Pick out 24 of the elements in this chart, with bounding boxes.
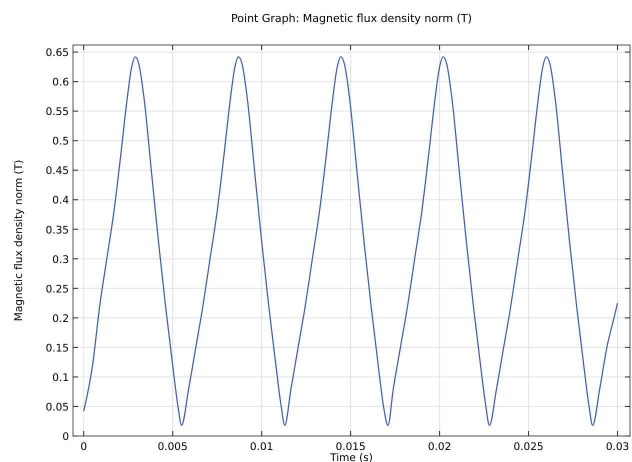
y-tick-label: 0.35 bbox=[46, 224, 69, 236]
y-tick-label: 0.05 bbox=[46, 401, 69, 414]
y-tick-label: 0.25 bbox=[46, 283, 69, 296]
y-tick-label: 0.55 bbox=[46, 106, 69, 118]
y-tick-label: 0.4 bbox=[52, 194, 70, 207]
chart-title: Point Graph: Magnetic flux density norm (T) bbox=[231, 12, 472, 25]
y-tick-label: 0.65 bbox=[46, 47, 69, 60]
x-tick-label: 0 bbox=[80, 441, 88, 453]
x-tick-label: 0.01 bbox=[250, 441, 274, 453]
y-tick-label: 0.2 bbox=[52, 312, 69, 325]
y-tick-label: 0.1 bbox=[52, 372, 69, 384]
y-tick-label: 0.15 bbox=[46, 342, 69, 354]
y-tick-label: 0.5 bbox=[52, 136, 69, 148]
y-tick-label: 0.45 bbox=[46, 165, 69, 178]
x-tick-label: 0.02 bbox=[428, 441, 452, 453]
x-tick-label: 0.03 bbox=[606, 441, 630, 453]
x-tick-label: 0.015 bbox=[336, 441, 366, 453]
line-series bbox=[83, 56, 618, 426]
y-tick-label: 0.3 bbox=[52, 254, 69, 266]
y-tick-label: 0 bbox=[62, 431, 69, 443]
x-tick-label: 0.025 bbox=[514, 441, 544, 453]
y-tick-label: 0.6 bbox=[52, 76, 70, 89]
x-tick-label: 0.005 bbox=[158, 441, 188, 453]
y-axis-title: Magnetic flux density norm (T) bbox=[13, 160, 25, 322]
